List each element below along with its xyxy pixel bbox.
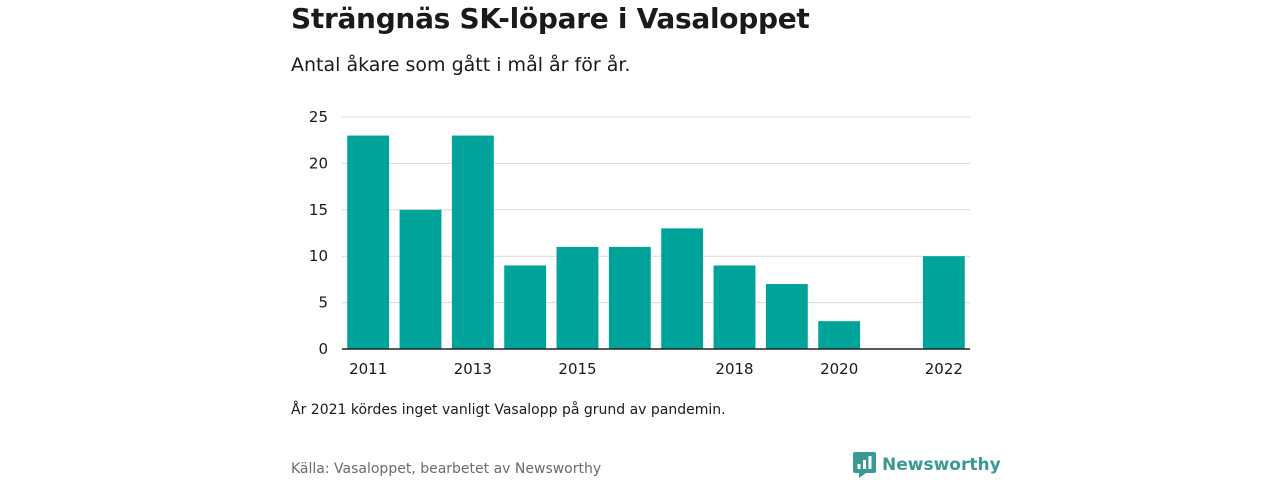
bar-chart: 0 5 10 15 20 25 2011 2013 2015 2018 2020 2022 [309, 108, 970, 378]
x-tick-label: 2015 [558, 360, 596, 378]
y-tick-label: 25 [309, 108, 328, 126]
bar-2020[interactable] [818, 321, 861, 349]
bar-2014[interactable] [504, 265, 547, 349]
bar-2017[interactable] [661, 228, 704, 349]
x-tick-label: 2018 [715, 360, 753, 378]
y-tick-label: 10 [309, 247, 328, 265]
x-tick-label: 2013 [454, 360, 492, 378]
bar-2018[interactable] [713, 265, 756, 349]
y-tick-label: 0 [318, 340, 328, 358]
y-axis-ticks: 0 5 10 15 20 25 [309, 108, 328, 358]
bar-2013[interactable] [451, 135, 494, 349]
x-tick-label: 2011 [349, 360, 387, 378]
brand-logo[interactable]: Newsworthy [853, 452, 1001, 478]
y-tick-label: 5 [318, 294, 328, 312]
y-tick-label: 15 [309, 201, 328, 219]
chart-subtitle: Antal åkare som gått i mål år för år. [291, 54, 631, 76]
newsworthy-logo-icon [853, 452, 876, 478]
bar-2016[interactable] [608, 246, 651, 349]
footnote: År 2021 kördes inget vanligt Vasalopp på… [291, 402, 726, 418]
bar-2022[interactable] [922, 256, 965, 349]
x-axis-ticks: 2011 2013 2015 2018 2020 2022 [349, 360, 963, 378]
bar-2012[interactable] [399, 209, 442, 349]
chart-title: Strängnäs SK-löpare i Vasaloppet [291, 2, 810, 35]
y-tick-label: 20 [309, 154, 328, 172]
bar-2015[interactable] [556, 246, 599, 349]
brand-name: Newsworthy [882, 455, 1001, 475]
x-tick-label: 2022 [925, 360, 963, 378]
x-tick-label: 2020 [820, 360, 858, 378]
grid-lines [342, 116, 970, 304]
bars [347, 135, 965, 349]
bar-2011[interactable] [347, 135, 390, 349]
source-text: Källa: Vasaloppet, bearbetet av Newswort… [291, 461, 602, 477]
bar-2019[interactable] [765, 284, 808, 349]
